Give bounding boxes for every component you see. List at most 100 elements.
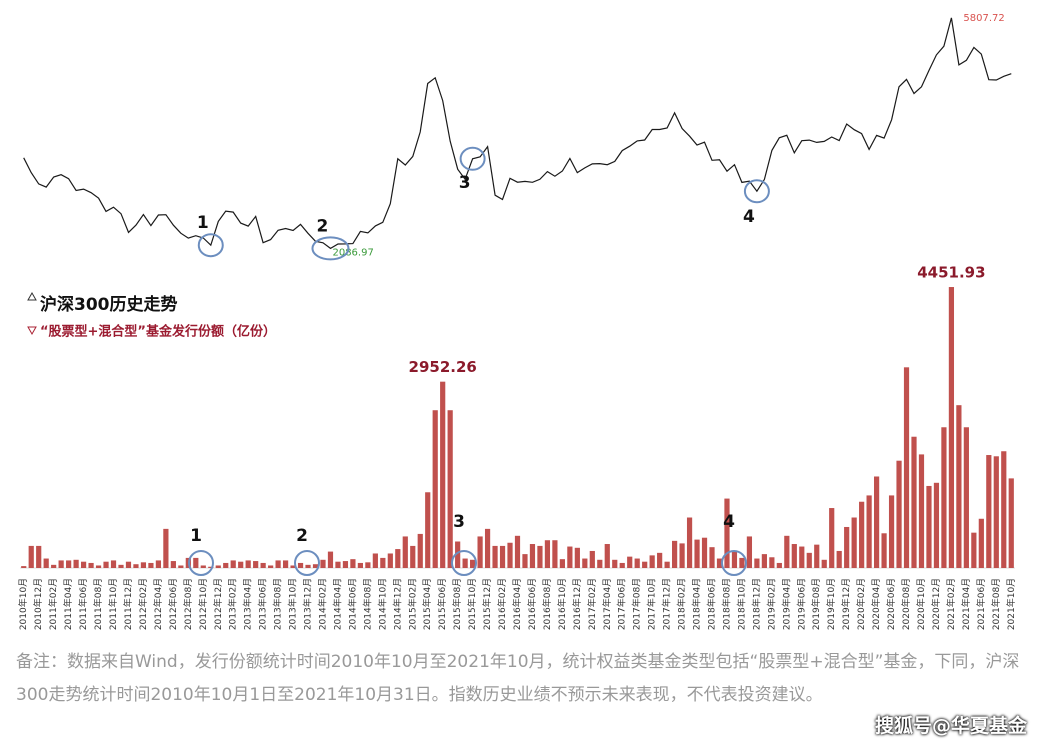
x-tick-label: 2012年04月 bbox=[152, 578, 164, 630]
x-tick-label: 2016年10月 bbox=[556, 578, 568, 630]
bar bbox=[552, 540, 558, 568]
bar bbox=[417, 533, 423, 568]
bar bbox=[522, 554, 528, 568]
bar bbox=[36, 545, 42, 568]
bar bbox=[739, 557, 745, 568]
bar bbox=[402, 536, 408, 568]
bar bbox=[155, 560, 162, 568]
bar bbox=[791, 544, 797, 568]
bar bbox=[342, 561, 349, 568]
bar bbox=[978, 518, 984, 568]
x-tick-label: 2019年10月 bbox=[825, 578, 837, 630]
bar bbox=[784, 535, 790, 568]
value-label: 2952.26 bbox=[409, 358, 477, 376]
highlight-circle bbox=[459, 146, 486, 171]
bar bbox=[275, 560, 281, 568]
annotation-label: 3 bbox=[459, 173, 471, 193]
bar bbox=[903, 367, 910, 568]
bar bbox=[701, 537, 708, 568]
bar bbox=[574, 547, 580, 568]
value-label: 4451.93 bbox=[917, 264, 985, 282]
bar bbox=[80, 561, 87, 568]
x-tick-label: 2011年04月 bbox=[62, 578, 74, 630]
x-tick-label: 2016年08月 bbox=[541, 578, 553, 630]
bar bbox=[95, 565, 102, 568]
x-tick-label: 2011年02月 bbox=[47, 578, 59, 630]
bar bbox=[43, 558, 49, 568]
bar bbox=[507, 542, 513, 568]
x-tick-label: 2012年10月 bbox=[197, 578, 209, 630]
bar bbox=[440, 381, 446, 568]
x-tick-label: 2013年02月 bbox=[227, 578, 239, 630]
bar bbox=[694, 539, 700, 568]
bar bbox=[200, 565, 206, 568]
bar bbox=[821, 559, 827, 568]
bar bbox=[163, 528, 169, 568]
highlight-circle bbox=[294, 550, 320, 576]
bar bbox=[170, 561, 176, 568]
x-tick-label: 2019年06月 bbox=[795, 578, 807, 630]
x-tick-label: 2014年10月 bbox=[376, 578, 388, 630]
bar bbox=[814, 544, 820, 568]
bar bbox=[103, 561, 109, 568]
bar bbox=[447, 410, 453, 568]
bar bbox=[529, 544, 536, 568]
bar bbox=[320, 559, 326, 568]
x-tick-label: 2017年08月 bbox=[631, 578, 643, 630]
bar bbox=[215, 565, 221, 568]
value-label: 5807.72 bbox=[963, 13, 1004, 24]
bar bbox=[844, 526, 850, 568]
bar bbox=[679, 543, 685, 568]
value-label: 2086.97 bbox=[332, 247, 373, 258]
x-tick-label: 2015年08月 bbox=[451, 578, 463, 630]
bar bbox=[806, 552, 812, 568]
bar bbox=[948, 287, 955, 568]
x-tick-label: 2013年04月 bbox=[242, 578, 254, 630]
x-tick-label: 2016年06月 bbox=[526, 578, 538, 630]
x-tick-label: 2013年06月 bbox=[257, 578, 269, 630]
bar bbox=[769, 557, 775, 568]
bar bbox=[290, 565, 296, 568]
bar bbox=[88, 562, 94, 568]
x-tick-label: 2019年12月 bbox=[840, 578, 852, 630]
x-tick-label: 2017年12月 bbox=[661, 578, 673, 630]
annotation-label: 1 bbox=[190, 526, 202, 546]
bar bbox=[372, 553, 378, 568]
x-tick-label: 2011年08月 bbox=[92, 578, 104, 630]
bar bbox=[642, 561, 648, 568]
bar bbox=[21, 566, 27, 568]
bar bbox=[627, 556, 633, 568]
bar bbox=[709, 547, 715, 568]
bar bbox=[993, 456, 999, 568]
bar bbox=[1001, 451, 1007, 568]
bar bbox=[933, 482, 940, 568]
bar bbox=[335, 561, 341, 568]
footnote: 备注：数据来自Wind，发行份额统计时间2010年10月至2021年10月，统计… bbox=[16, 652, 1020, 705]
highlight-circle bbox=[721, 550, 747, 576]
bar bbox=[851, 517, 857, 568]
highlight-circle bbox=[188, 550, 214, 576]
legend-label: 沪深300历史走势 bbox=[40, 294, 178, 315]
bar bbox=[387, 553, 393, 568]
bar bbox=[484, 528, 491, 568]
bar bbox=[589, 550, 595, 568]
annotation-label: 1 bbox=[197, 213, 209, 233]
x-tick-label: 2017年10月 bbox=[646, 578, 658, 630]
bar bbox=[58, 560, 64, 568]
bar bbox=[425, 492, 431, 568]
bar bbox=[686, 517, 693, 568]
bar bbox=[761, 554, 767, 568]
bar bbox=[672, 540, 678, 568]
bar bbox=[282, 560, 289, 568]
x-tick-label: 2020年06月 bbox=[885, 578, 897, 630]
bar bbox=[888, 495, 895, 568]
bar bbox=[859, 501, 865, 568]
x-tick-label: 2021年06月 bbox=[975, 578, 987, 630]
bar bbox=[836, 550, 842, 568]
bar bbox=[986, 455, 992, 568]
x-tick-label: 2014年08月 bbox=[361, 578, 373, 630]
bar bbox=[829, 508, 835, 568]
bar bbox=[245, 560, 251, 568]
bar bbox=[73, 559, 79, 568]
bar bbox=[327, 551, 334, 568]
